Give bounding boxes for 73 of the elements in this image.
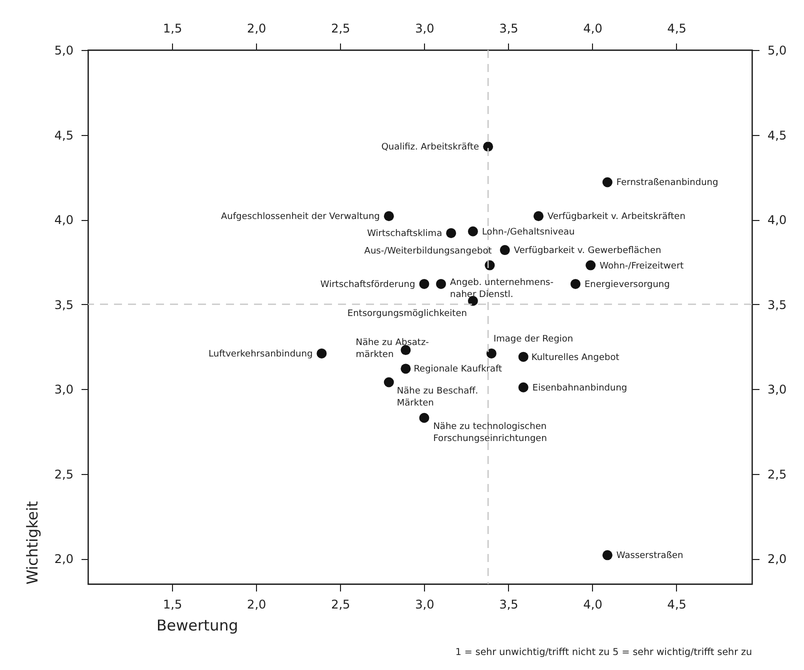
y-tick-label: 3,5 [54,298,74,312]
point [446,228,456,238]
annotation: Nähe zu Beschaff. Märkten [396,386,478,408]
point [534,211,544,222]
x2-tick-label: 2,0 [247,22,266,36]
y2-tick-label: 4,5 [768,128,787,142]
y2-tick-label: 3,0 [768,382,787,397]
point [483,142,494,152]
point [468,226,478,236]
annotation: Angeb. unternehmens- naher Dienstl. [450,278,554,300]
annotation: Nähe zu technologischen Forschungseinrichtungen [433,422,547,444]
annotation: Wirtschaftsförderung [320,280,416,290]
x2-tick-label: 4,0 [583,22,602,36]
point [602,550,612,560]
annotation: Entsorgungsmöglichkeiten [347,308,467,319]
x2-tick-label: 3,5 [499,22,518,36]
y2-tick-label: 3,5 [768,298,787,312]
annotation: Aus-/Weiterbildungsangebot [364,246,492,256]
x-tick-label: 4,5 [667,598,686,612]
point [419,278,430,289]
annotation: Eisenbahnanbindung [532,383,628,394]
y-tick-label: 4,0 [54,213,74,228]
y-axis-title: Wichtigkeit [23,500,42,584]
annotation: Wohn-/Freizeitwert [600,261,684,272]
point [518,382,528,392]
annotation: Wirtschaftsklima [367,229,442,240]
point [419,412,430,423]
x-tick-label: 2,0 [247,598,266,612]
point [384,377,394,388]
x2-tick-label: 1,5 [163,22,182,36]
point [500,245,510,256]
x2-tick-label: 2,5 [331,22,350,36]
x-tick-label: 2,5 [331,598,350,612]
annotation: Image der Region [493,334,574,344]
x-axis-title: Bewertung [156,616,238,634]
y-tick-label: 5,0 [54,44,74,58]
point [586,260,596,270]
point [316,348,327,358]
point [518,352,528,362]
x2-tick-label: 4,5 [667,22,686,36]
point [400,364,411,374]
y2-tick-label: 2,0 [768,552,787,566]
point [436,278,446,289]
annotation: Verfügbarkeit v. Gewerbeflächen [514,246,662,256]
annotation: Wasserstraßen [616,551,684,562]
point [486,348,496,358]
text: 1 = sehr unwichtig/trifft nicht zu 5 = sehr wichtig/trifft sehr zu [455,647,752,658]
point [570,278,580,289]
annotation: Aufgeschlossenheit der Verwaltung [220,212,380,222]
y-tick-label: 2,5 [54,467,74,482]
annotation: Lohn-/Gehaltsniveau [482,227,575,238]
x2-tick-label: 3,0 [415,22,434,36]
x-tick-label: 4,0 [583,598,602,612]
x-tick-label: 3,5 [499,598,518,612]
y-tick-label: 4,5 [54,128,74,142]
y2-tick-label: 4,0 [768,213,787,228]
x-tick-label: 3,0 [415,598,434,612]
annotation: Kulturelles Angebot [531,352,620,363]
point [384,211,394,222]
annotation: Nähe zu Absatz- märkten [356,338,429,360]
annotation: Energieversorgung [584,280,670,290]
y2-tick-label: 2,5 [768,467,787,482]
annotation: Qualifiz. Arbeitskräfte [381,142,480,153]
annotation: Fernstraßenanbindung [616,178,718,188]
y-tick-label: 3,0 [54,382,74,397]
annotation: Verfügbarkeit v. Arbeitskräften [548,212,686,222]
x-tick-label: 1,5 [163,598,182,612]
y-tick-label: 2,0 [54,552,74,566]
y2-tick-label: 5,0 [768,44,787,58]
annotation: Regionale Kaufkraft [414,364,503,375]
point [400,345,411,356]
point [602,177,612,188]
annotation: Luftverkehrsanbindung [208,349,313,360]
